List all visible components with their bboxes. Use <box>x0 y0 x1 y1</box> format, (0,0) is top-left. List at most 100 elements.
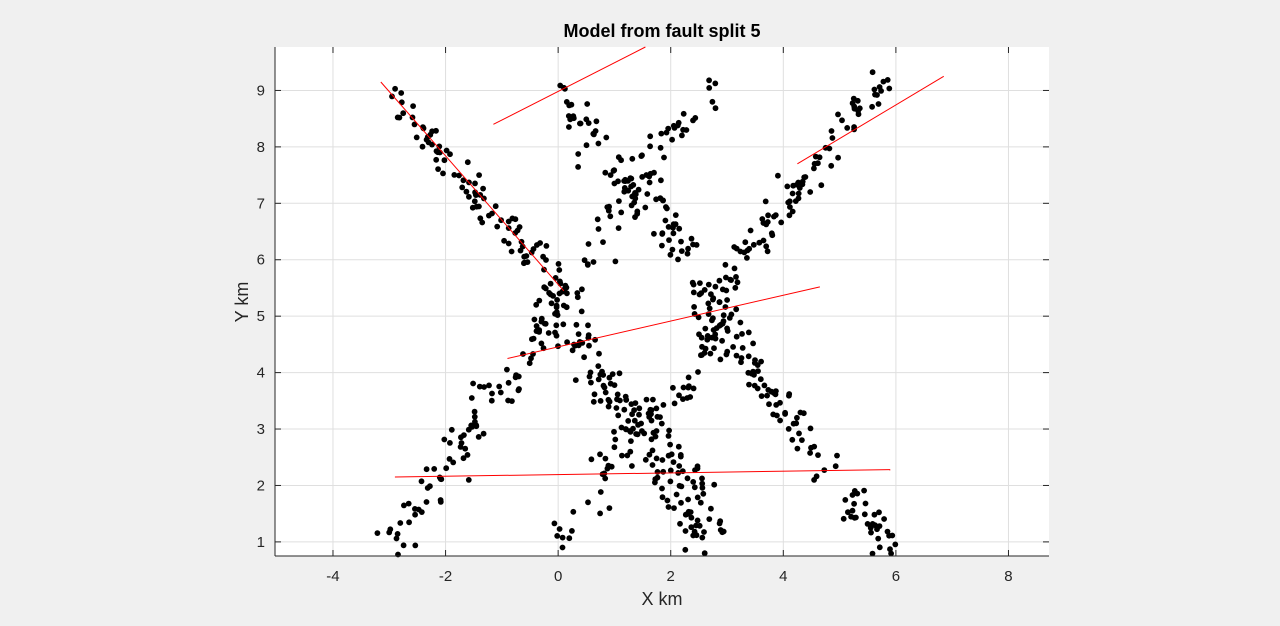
data-point <box>702 345 709 352</box>
data-point <box>552 275 559 281</box>
y-tick-label: 4 <box>257 365 265 382</box>
data-point <box>553 322 560 329</box>
data-point <box>575 151 582 157</box>
data-point <box>871 86 878 93</box>
data-point <box>835 154 841 161</box>
data-point <box>374 530 381 536</box>
data-point <box>632 214 638 221</box>
data-point <box>649 447 656 454</box>
data-point <box>750 368 756 375</box>
data-point <box>630 182 637 188</box>
data-point <box>497 389 504 396</box>
data-point <box>842 497 849 503</box>
data-point <box>733 352 740 359</box>
data-point <box>722 261 729 268</box>
data-point <box>602 475 609 482</box>
data-point <box>574 294 581 301</box>
x-tick-label: 0 <box>554 568 562 585</box>
data-point <box>717 518 724 525</box>
data-point <box>419 143 426 150</box>
data-point <box>472 180 478 187</box>
data-point <box>716 299 723 306</box>
data-point <box>621 188 628 195</box>
data-point <box>695 314 702 321</box>
data-point <box>676 463 683 469</box>
data-point <box>629 411 635 418</box>
data-point <box>676 482 683 489</box>
data-point <box>844 125 851 131</box>
data-point <box>649 462 656 468</box>
data-point <box>639 174 646 180</box>
data-point <box>556 526 563 532</box>
data-point <box>611 428 617 435</box>
data-point <box>778 219 785 226</box>
data-point <box>469 424 475 430</box>
data-point <box>647 133 654 140</box>
data-point <box>629 155 636 162</box>
data-point <box>688 524 695 531</box>
data-point <box>437 499 444 505</box>
data-point <box>577 120 583 127</box>
data-point <box>659 242 665 249</box>
data-point <box>508 248 515 255</box>
data-point <box>423 499 430 505</box>
data-point <box>441 436 448 443</box>
data-point <box>406 519 412 526</box>
data-point <box>750 340 756 347</box>
data-point <box>763 243 770 250</box>
data-point <box>777 399 783 406</box>
data-point <box>625 418 632 424</box>
data-point <box>654 469 661 475</box>
data-point <box>418 478 425 485</box>
data-point <box>557 82 564 89</box>
data-point <box>724 297 730 303</box>
data-point <box>732 284 739 291</box>
data-point <box>658 177 664 184</box>
data-point <box>764 392 770 399</box>
data-point <box>541 284 548 291</box>
data-point <box>531 316 538 323</box>
data-point <box>712 283 719 290</box>
data-point <box>876 84 883 90</box>
data-point <box>739 345 746 351</box>
data-point <box>529 336 535 343</box>
data-point <box>696 522 703 529</box>
data-point <box>401 502 407 509</box>
data-point <box>560 321 567 328</box>
data-point <box>750 241 757 248</box>
x-axis-label: X km <box>641 589 682 609</box>
data-point <box>680 384 687 391</box>
data-point <box>699 475 705 482</box>
data-point <box>564 290 570 297</box>
data-point <box>505 240 512 247</box>
data-point <box>621 406 628 413</box>
data-point <box>590 130 597 137</box>
data-point <box>412 506 418 512</box>
data-point <box>876 523 883 529</box>
data-point <box>800 410 807 417</box>
data-point <box>551 520 558 527</box>
data-point <box>443 465 450 472</box>
data-point <box>828 128 835 134</box>
data-point <box>723 274 729 281</box>
data-point <box>636 411 642 418</box>
data-point <box>705 300 712 307</box>
data-point <box>818 182 825 189</box>
data-point <box>450 459 457 466</box>
data-point <box>465 477 472 483</box>
data-point <box>745 353 752 360</box>
data-point <box>733 274 739 280</box>
data-point <box>815 452 821 458</box>
data-point <box>712 335 719 342</box>
data-point <box>583 142 590 149</box>
data-point <box>564 339 570 346</box>
data-point <box>653 405 660 412</box>
data-point <box>832 463 839 470</box>
data-point <box>669 246 676 253</box>
data-point <box>456 172 462 179</box>
data-point <box>460 177 467 184</box>
data-point <box>886 532 892 539</box>
data-point <box>828 162 835 169</box>
data-point <box>770 390 777 396</box>
data-point <box>505 379 512 386</box>
